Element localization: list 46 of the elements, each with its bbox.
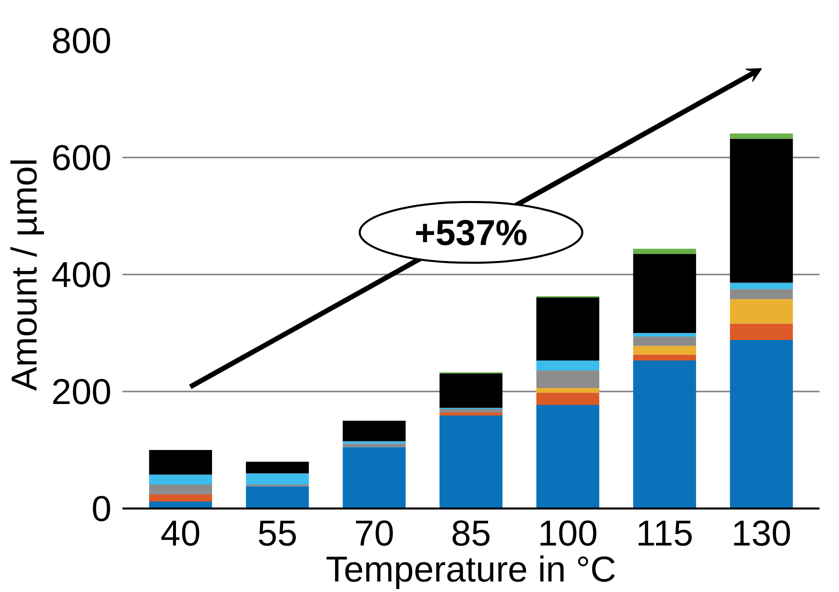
bar: [536, 392, 600, 405]
bar: [730, 340, 793, 508]
bar: [440, 415, 502, 508]
bar: [633, 248, 696, 254]
x-tick-label: 40: [160, 512, 201, 554]
bar: [536, 388, 600, 393]
x-tick-label: 115: [636, 512, 694, 554]
y-tick-label: 200: [51, 371, 112, 412]
y-tick-label: 600: [51, 137, 112, 178]
bar: [246, 486, 309, 508]
y-tick-label: 400: [51, 254, 112, 295]
bar: [342, 447, 406, 508]
bar: [536, 404, 600, 508]
bar: [730, 138, 793, 283]
bar: [342, 444, 406, 448]
annotation: +537%: [414, 212, 528, 253]
bar: [440, 409, 502, 413]
bar: [149, 450, 212, 475]
bar: [149, 494, 212, 502]
bar: [730, 134, 793, 139]
bar: [246, 473, 309, 485]
y-tick-label: 800: [51, 20, 112, 61]
bar: [730, 289, 793, 300]
bar: [633, 333, 696, 337]
bar: [149, 484, 212, 494]
x-tick-label: 55: [257, 512, 298, 554]
bar: [730, 282, 793, 290]
bar: [633, 354, 696, 360]
bar: [633, 254, 696, 333]
bar: [536, 360, 600, 370]
bar: [342, 420, 406, 442]
x-tick-label: 130: [731, 512, 792, 554]
bar: [246, 462, 309, 474]
bar: [149, 474, 212, 485]
bar: [440, 373, 502, 408]
bar: [342, 441, 406, 444]
bar: [730, 299, 793, 324]
bar: [536, 297, 600, 360]
bar: [730, 324, 793, 340]
y-axis-title: Amount / µmol: [3, 158, 44, 391]
bar: [633, 336, 696, 346]
bar: [536, 370, 600, 388]
bar: [633, 346, 696, 355]
y-tick-label: 0: [91, 488, 112, 529]
bar: [440, 412, 502, 416]
bar: [633, 360, 696, 508]
